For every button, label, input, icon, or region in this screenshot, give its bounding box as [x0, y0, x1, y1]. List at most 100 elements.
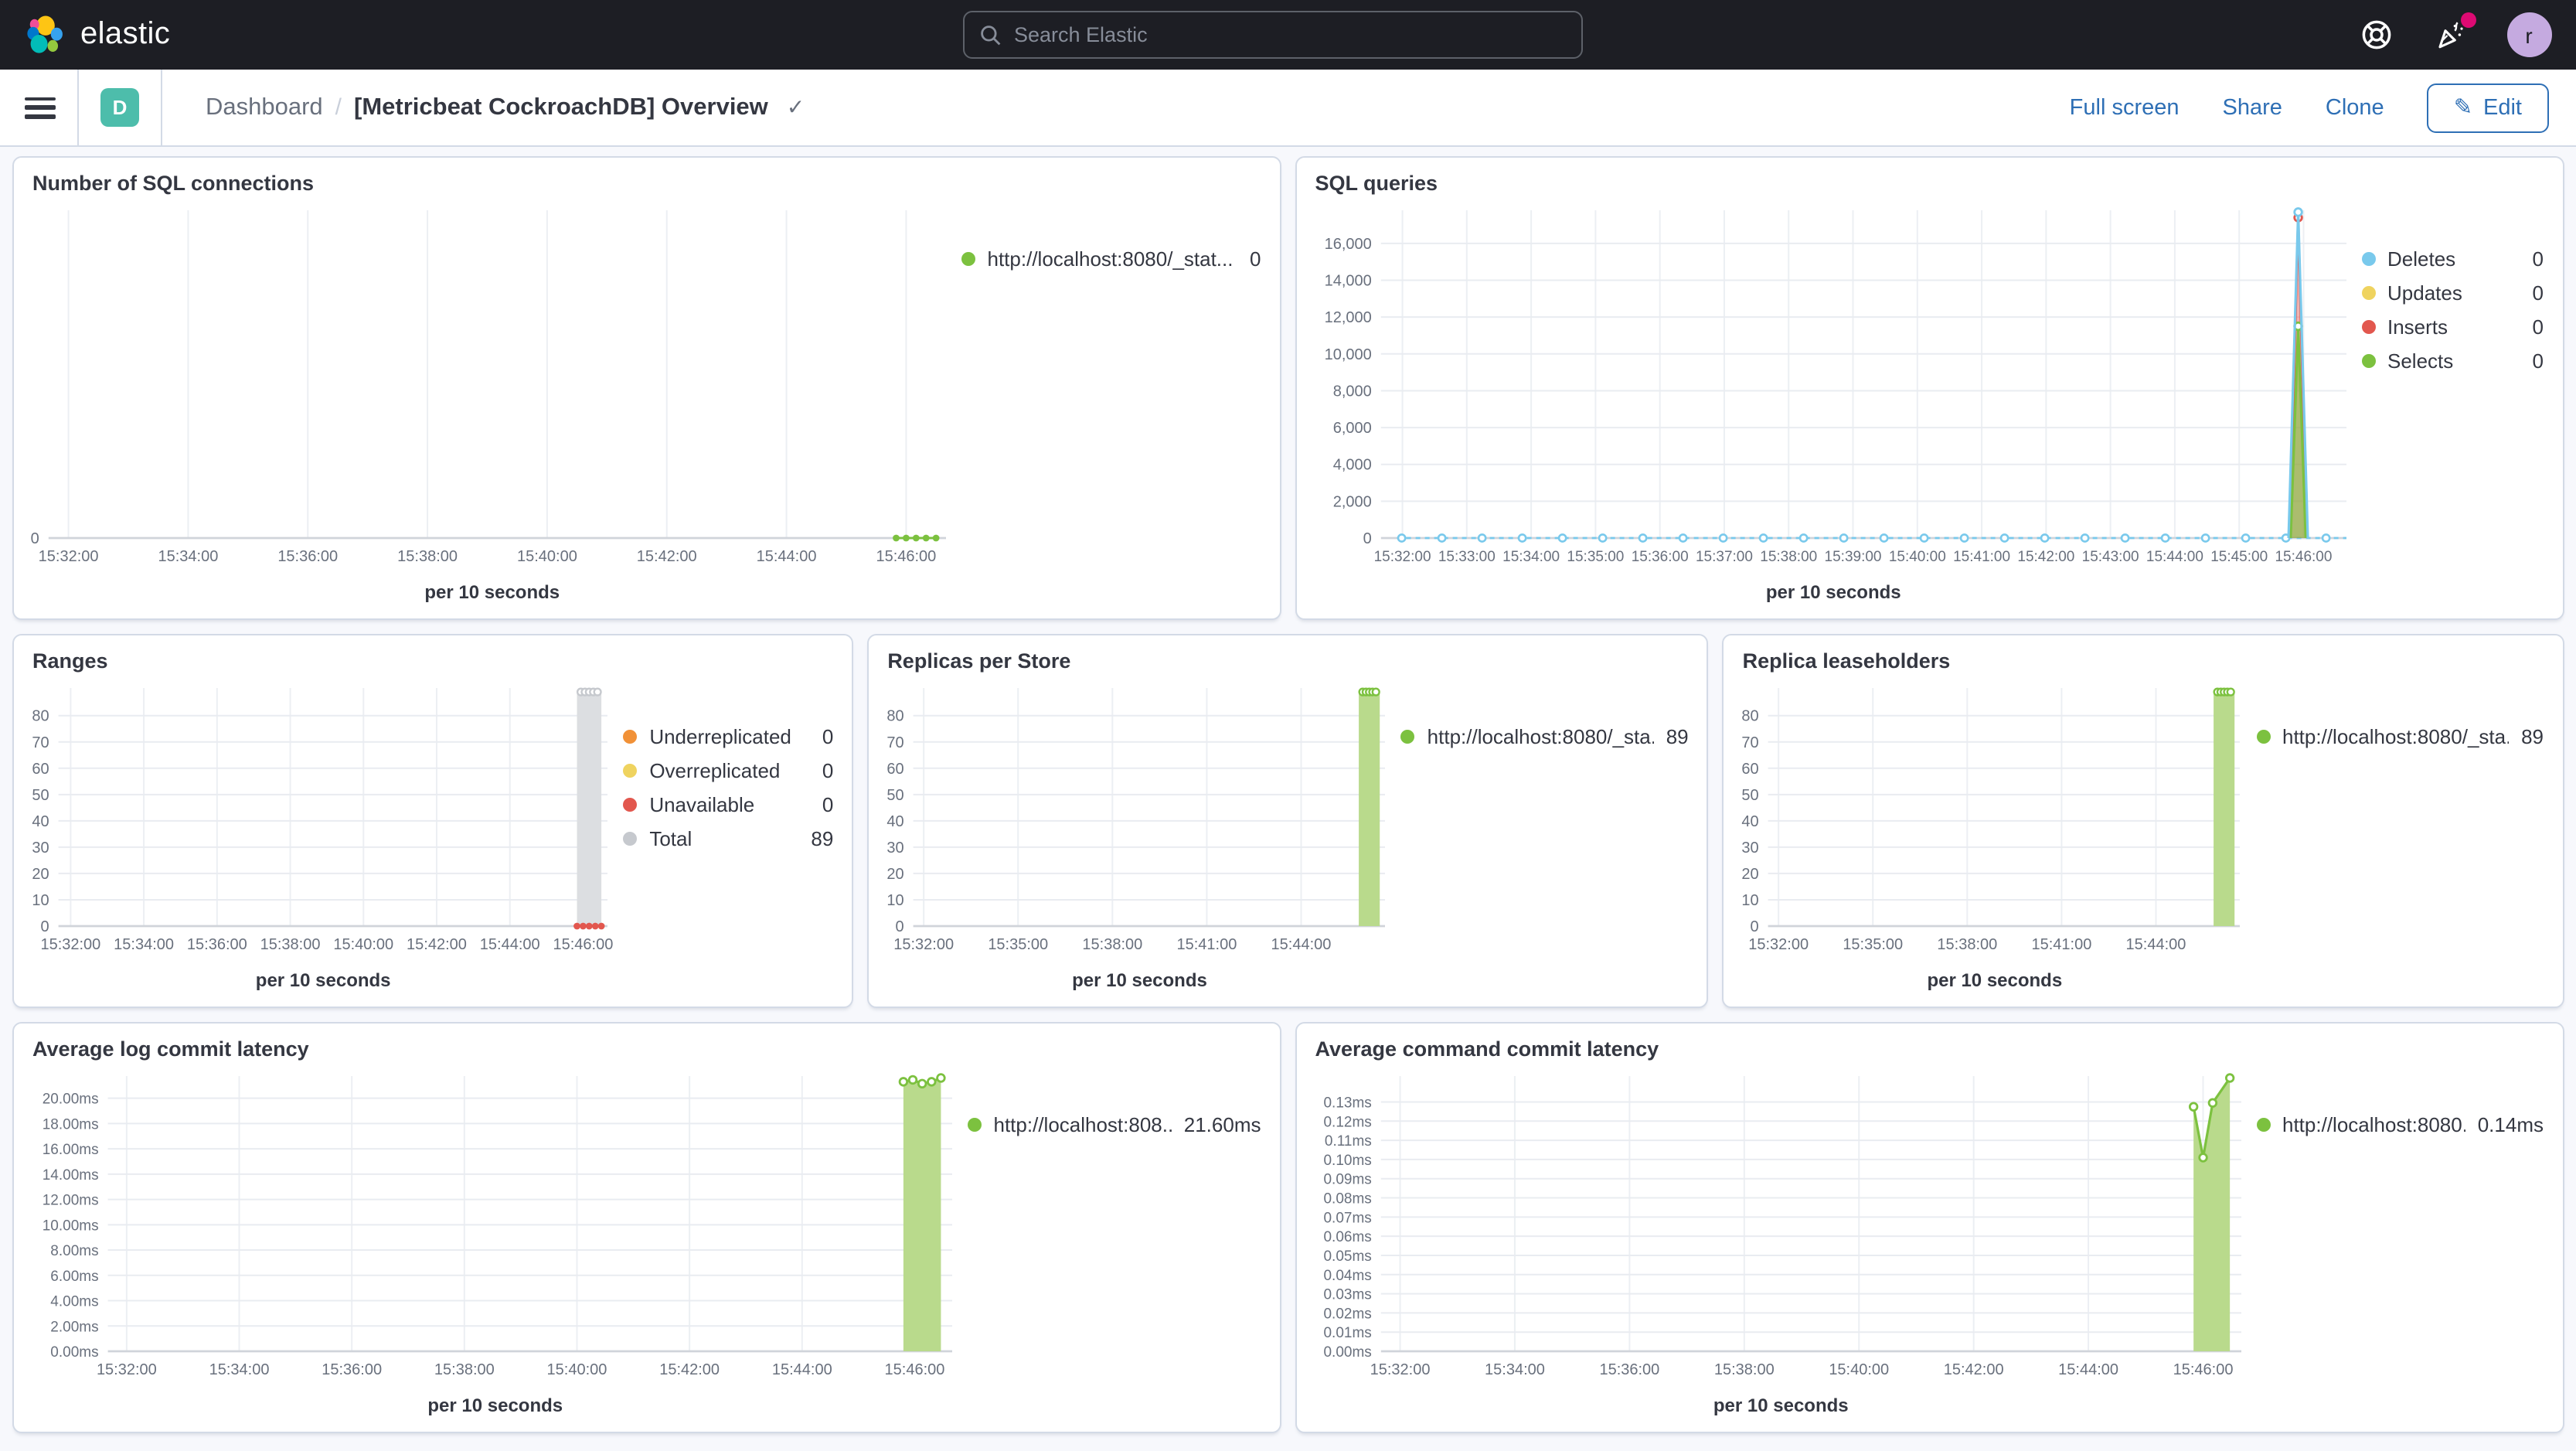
svg-text:15:42:00: 15:42:00	[637, 548, 697, 565]
legend-item[interactable]: http://localhost:8080/_sta... 89	[2256, 719, 2544, 753]
title-check-icon[interactable]: ✓	[786, 94, 805, 119]
legend-series-value: 0	[2532, 247, 2544, 270]
legend-item[interactable]: http://localhost:8080... 0.14ms	[2256, 1107, 2544, 1141]
legend-series-label: http://localhost:8080...	[2282, 1112, 2465, 1136]
svg-text:20.00ms: 20.00ms	[43, 1092, 99, 1108]
svg-text:0.05ms: 0.05ms	[1323, 1248, 1371, 1265]
svg-text:0.00ms: 0.00ms	[1323, 1344, 1371, 1361]
legend-series-dot	[2256, 1117, 2270, 1131]
legend-item[interactable]: Selects 0	[2361, 343, 2544, 377]
legend-series-dot	[2361, 285, 2375, 299]
svg-text:15:41:00: 15:41:00	[1953, 549, 2010, 565]
svg-text:12.00ms: 12.00ms	[43, 1193, 99, 1209]
svg-text:0.03ms: 0.03ms	[1323, 1287, 1371, 1303]
legend-series-label: Total	[649, 826, 692, 850]
svg-text:0.13ms: 0.13ms	[1323, 1095, 1371, 1111]
svg-text:15:32:00: 15:32:00	[39, 548, 99, 565]
svg-text:60: 60	[1742, 761, 1759, 778]
legend-series-label: http://localhost:8080/_stat...	[987, 247, 1234, 270]
chart-ranges[interactable]: 15:32:00 15:34:00 15:36:00 15:38:00 15:40:00…	[14, 673, 623, 1007]
legend-series-label: Deletes	[2387, 247, 2456, 270]
page-title[interactable]: [Metricbeat CockroachDB] Overview	[354, 94, 768, 120]
edit-button[interactable]: ✎ Edit	[2427, 83, 2548, 132]
legend-series-dot	[1400, 729, 1415, 743]
svg-text:15:36:00: 15:36:00	[322, 1361, 382, 1378]
chart-average-command-commit-latency[interactable]: 15:32:00 15:34:00 15:36:00 15:38:00 15:40:00…	[1297, 1061, 2257, 1432]
chart-average-log-commit-latency[interactable]: 15:32:00 15:34:00 15:36:00 15:38:00 15:40:00…	[14, 1061, 968, 1432]
x-axis-label: per 10 seconds	[424, 581, 560, 603]
svg-text:15:34:00: 15:34:00	[209, 1361, 270, 1378]
panel-title: Replicas per Store	[887, 649, 1071, 673]
chart-replica-leaseholders[interactable]: 15:32:00 15:35:00 15:38:00 15:41:00 15:44:00…	[1724, 673, 2256, 1007]
svg-text:70: 70	[32, 734, 49, 751]
svg-text:14.00ms: 14.00ms	[43, 1167, 99, 1184]
news-feed-button[interactable]	[2432, 12, 2476, 53]
global-search[interactable]	[963, 11, 1583, 59]
share-button[interactable]: Share	[2222, 95, 2282, 120]
svg-text:0.02ms: 0.02ms	[1323, 1306, 1371, 1322]
chart-replicas-per-store[interactable]: 15:32:00 15:35:00 15:38:00 15:41:00 15:44:00…	[869, 673, 1400, 1007]
chart-legend: http://localhost:808... 21.60ms	[967, 1061, 1280, 1432]
menu-button[interactable]	[25, 97, 56, 118]
chart-legend: Deletes 0 Updates 0 Inserts 0 Selects 0	[2361, 195, 2562, 618]
legend-item[interactable]: http://localhost:8080/_sta... 89	[1400, 719, 1689, 753]
help-menu-button[interactable]	[2358, 16, 2395, 53]
dashboard-grid: Number of SQL connections 15:32:00 15:34:…	[0, 147, 2576, 1446]
chart-legend: http://localhost:8080/_stat... 0	[961, 195, 1280, 618]
svg-text:15:38:00: 15:38:00	[1760, 549, 1817, 565]
legend-item[interactable]: Unavailable 0	[623, 787, 833, 821]
svg-text:15:40:00: 15:40:00	[547, 1361, 607, 1378]
svg-text:15:44:00: 15:44:00	[480, 936, 540, 953]
svg-text:15:44:00: 15:44:00	[1271, 936, 1332, 953]
svg-text:15:40:00: 15:40:00	[517, 548, 577, 565]
legend-item[interactable]: Deletes 0	[2361, 241, 2544, 275]
svg-text:15:44:00: 15:44:00	[2146, 549, 2203, 565]
clone-button[interactable]: Clone	[2325, 95, 2384, 120]
legend-item[interactable]: http://localhost:8080/_stat... 0	[961, 241, 1261, 275]
chart-svg: 15:32:00 15:35:00 15:38:00 15:41:00 15:44:00…	[1742, 687, 2241, 953]
breadcrumb-dashboard-link[interactable]: Dashboard	[206, 94, 323, 120]
svg-text:0: 0	[1751, 918, 1759, 935]
svg-text:0: 0	[40, 918, 49, 935]
legend-item[interactable]: Overreplicated 0	[623, 753, 833, 787]
svg-text:15:44:00: 15:44:00	[757, 548, 817, 565]
svg-text:15:36:00: 15:36:00	[277, 548, 338, 565]
svg-text:15:42:00: 15:42:00	[407, 936, 467, 953]
panel-average-log-commit-latency: Average log commit latency 15:32:00 15:34…	[12, 1022, 1281, 1433]
svg-text:80: 80	[1742, 708, 1759, 725]
svg-text:0.07ms: 0.07ms	[1323, 1210, 1371, 1226]
search-input[interactable]	[1014, 23, 1566, 46]
legend-item[interactable]: http://localhost:808... 21.60ms	[967, 1107, 1261, 1141]
x-axis-label: per 10 seconds	[1713, 1395, 1849, 1416]
panel-title: Number of SQL connections	[32, 172, 315, 195]
svg-text:10: 10	[1742, 892, 1759, 909]
elastic-logo-icon	[27, 15, 63, 53]
chart-svg: 15:32:00 15:34:00 15:36:00 15:38:00 15:40:00…	[43, 1073, 952, 1378]
legend-item[interactable]: Updates 0	[2361, 275, 2544, 309]
panel-number-of-sql-connections: Number of SQL connections 15:32:00 15:34:…	[12, 156, 1281, 620]
panel-title: SQL queries	[1315, 172, 1438, 195]
svg-text:0.08ms: 0.08ms	[1323, 1191, 1371, 1207]
svg-text:60: 60	[32, 761, 49, 778]
svg-text:80: 80	[32, 708, 49, 725]
svg-text:15:34:00: 15:34:00	[158, 548, 219, 565]
legend-series-value: 0	[1250, 247, 1261, 270]
news-icon	[2438, 22, 2463, 49]
chart-sql-queries[interactable]: 15:32:00 15:33:00 15:34:00 15:35:00 15:36:00…	[1297, 195, 2362, 618]
elastic-logo[interactable]: elastic	[25, 14, 170, 56]
dashboard-app-badge: D	[100, 88, 139, 127]
svg-text:0.12ms: 0.12ms	[1323, 1114, 1371, 1130]
chart-number-of-sql-connections[interactable]: 15:32:00 15:34:00 15:36:00 15:38:00 15:40:00…	[14, 195, 961, 618]
panel-title: Average command commit latency	[1315, 1037, 1659, 1061]
x-axis-label: per 10 seconds	[1072, 969, 1207, 991]
full-screen-button[interactable]: Full screen	[2069, 95, 2180, 120]
user-avatar[interactable]: r	[2506, 12, 2551, 57]
svg-text:15:34:00: 15:34:00	[114, 936, 174, 953]
legend-item[interactable]: Total 89	[623, 821, 833, 855]
legend-item[interactable]: Inserts 0	[2361, 309, 2544, 343]
panel-title: Replica leaseholders	[1742, 649, 1951, 673]
legend-series-value: 89	[2521, 724, 2544, 748]
legend-item[interactable]: Underreplicated 0	[623, 719, 833, 753]
svg-text:15:32:00: 15:32:00	[97, 1361, 157, 1378]
legend-series-label: Inserts	[2387, 315, 2448, 338]
